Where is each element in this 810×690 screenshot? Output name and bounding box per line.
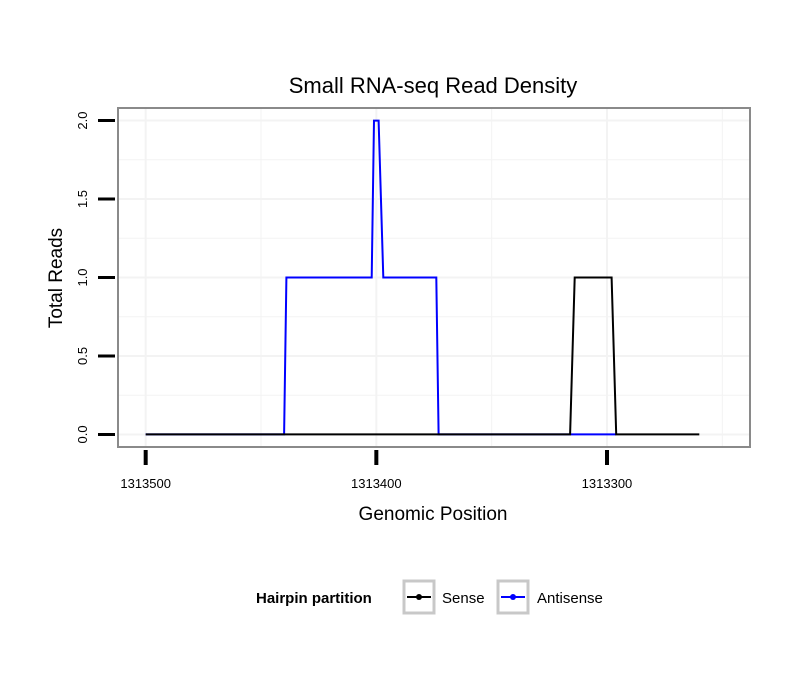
series-layer: [145, 119, 700, 436]
y-tick-label: 1.5: [75, 190, 90, 208]
legend-label-antisense: Antisense: [537, 590, 603, 607]
y-tick-label: 0.5: [75, 347, 90, 365]
y-tick-label: 2.0: [75, 112, 90, 130]
legend: Hairpin partition Sense Antisense: [256, 579, 603, 615]
x-tick-label: 1313400: [351, 476, 402, 491]
series-line-antisense: [145, 119, 617, 436]
series-line-sense: [145, 276, 700, 436]
x-axis-label: Genomic Position: [359, 504, 508, 525]
y-tick-label: 1.0: [75, 268, 90, 286]
legend-title: Hairpin partition: [256, 590, 372, 607]
y-axis: 0.0 0.5 1.0 1.5 2.0: [75, 112, 115, 443]
x-tick-label: 1313300: [582, 476, 633, 491]
x-axis: 1313500 1313400 1313300: [120, 450, 632, 491]
legend-label-sense: Sense: [442, 590, 485, 607]
y-tick-label: 0.0: [75, 425, 90, 443]
legend-key-antisense-dot: [510, 594, 516, 600]
plot-panel-border: [117, 107, 751, 448]
legend-key-sense-dot: [416, 594, 422, 600]
y-axis-label: Total Reads: [46, 228, 67, 328]
chart-title: Small RNA-seq Read Density: [289, 73, 578, 98]
x-tick-label: 1313500: [120, 476, 171, 491]
